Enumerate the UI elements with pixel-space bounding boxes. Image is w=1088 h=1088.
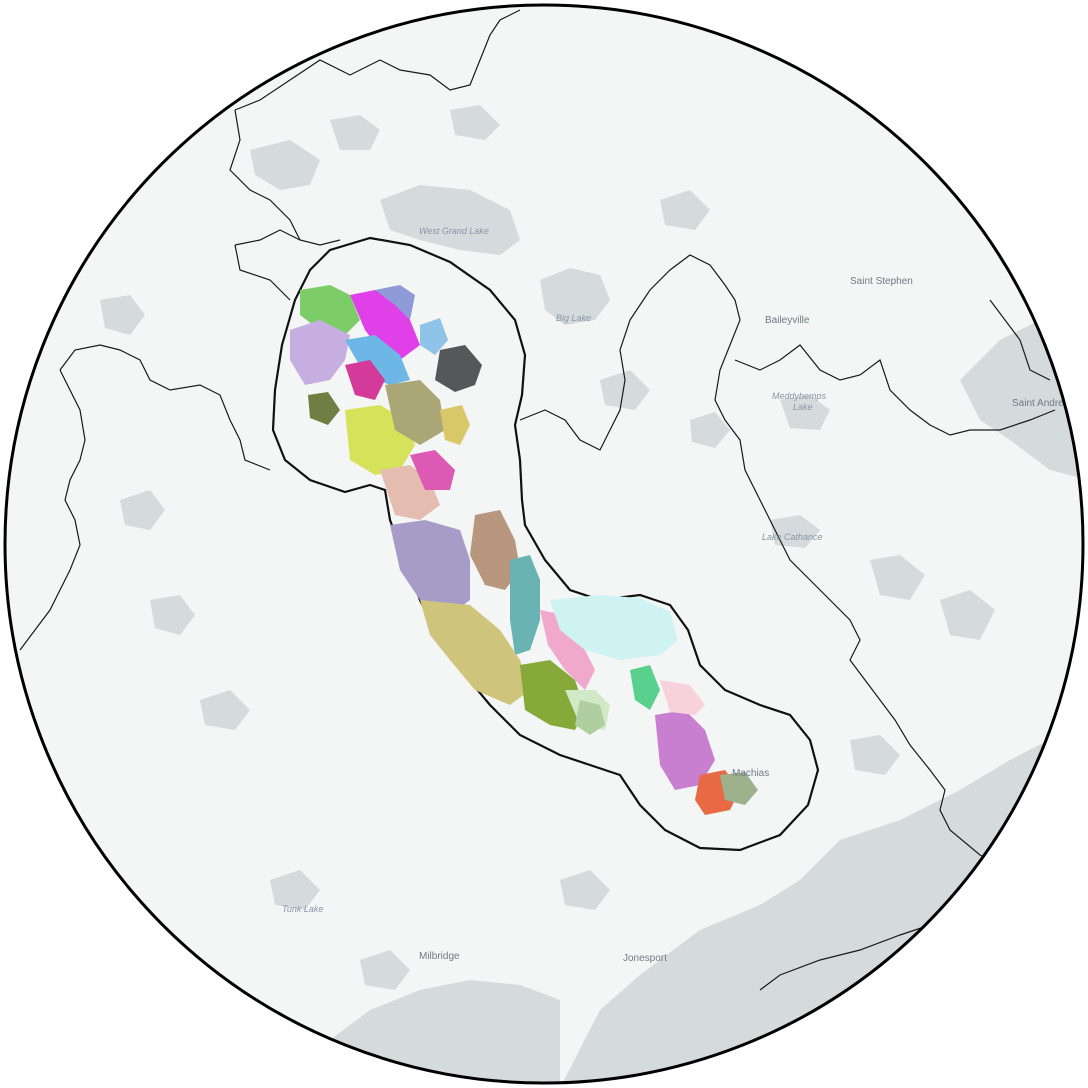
label-baileyville: Baileyville [765, 315, 810, 326]
watershed-polygon[interactable] [435, 345, 482, 392]
label-meddybemps-lake-2: Lake [793, 402, 813, 412]
label-west-grand-lake: West Grand Lake [419, 226, 489, 236]
watershed-polygon[interactable] [720, 772, 758, 805]
label-meddybemps-lake: Meddybemps [772, 391, 827, 401]
watershed-polygon[interactable] [510, 555, 540, 655]
watershed-polygon[interactable] [630, 665, 660, 710]
watershed-polygon[interactable] [660, 680, 705, 715]
watershed-polygon[interactable] [410, 450, 455, 490]
label-big-lake: Big Lake [556, 313, 591, 323]
label-jonesport: Jonesport [623, 953, 667, 964]
watershed-buffer-outline [271, 236, 820, 852]
watershed-polygon[interactable] [655, 710, 715, 790]
watershed-polygon[interactable] [390, 520, 470, 615]
watershed-polygon[interactable] [575, 700, 605, 735]
watershed-polygon[interactable] [550, 595, 678, 660]
watershed-polygon[interactable] [420, 600, 530, 705]
map-labels: Saint Stephen Baileyville Saint Andrews … [282, 226, 1076, 964]
label-machias: Machias [732, 768, 769, 779]
label-saint-stephen: Saint Stephen [850, 276, 913, 287]
watershed-polygon[interactable] [470, 510, 520, 590]
map-frame [3, 3, 1085, 1085]
lakes [100, 105, 995, 990]
watershed-polygon[interactable] [440, 405, 470, 445]
watershed-polygon[interactable] [345, 335, 410, 385]
watershed-polygon[interactable] [375, 285, 415, 320]
watershed-polygon[interactable] [540, 610, 595, 690]
watershed-polygon[interactable] [345, 360, 385, 400]
watershed-polygon[interactable] [420, 318, 448, 355]
watershed-polygon[interactable] [350, 290, 420, 360]
label-tunk-lake: Tunk Lake [282, 904, 323, 914]
watershed-polygon[interactable] [308, 392, 340, 425]
watershed-polygon[interactable] [520, 660, 585, 730]
label-lake-cathance: Lake Cathance [762, 532, 823, 542]
watershed-polygon[interactable] [290, 320, 350, 385]
label-milbridge: Milbridge [419, 951, 460, 962]
watershed-polygons[interactable] [290, 285, 758, 815]
label-saint-andrews: Saint Andrews [1012, 398, 1076, 409]
boundaries [19, 9, 1056, 991]
watershed-polygon[interactable] [385, 380, 445, 445]
